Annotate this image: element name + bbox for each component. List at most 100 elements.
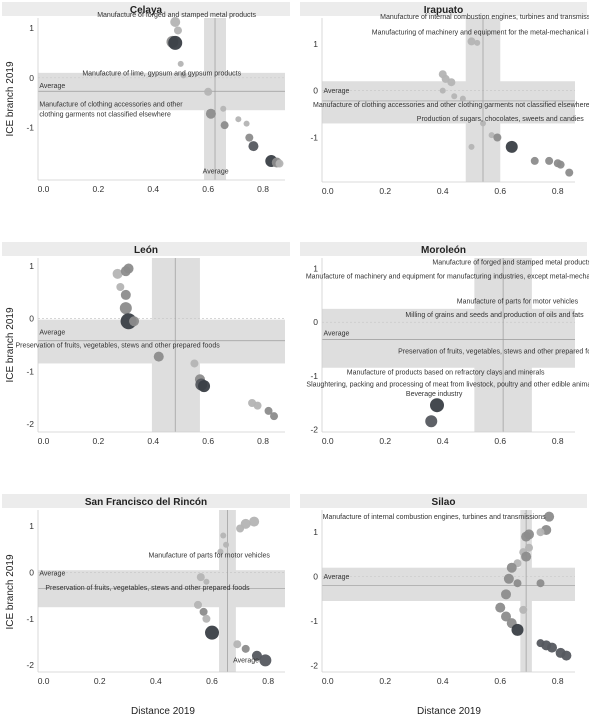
data-point	[556, 160, 565, 169]
y-tick-label: -1	[26, 366, 34, 376]
x-tick-label: 0.0	[38, 676, 50, 686]
data-point	[505, 140, 518, 153]
y-axis-title: ICE branch 2019	[5, 307, 16, 382]
data-point	[112, 268, 123, 279]
data-point	[120, 289, 131, 300]
annotation-label: Manufacture of internal combustion engin…	[323, 514, 546, 521]
data-point	[240, 518, 251, 529]
data-point	[220, 532, 227, 539]
data-point	[480, 120, 486, 127]
data-point	[196, 573, 205, 582]
data-point	[173, 26, 182, 35]
x-tick-label: 0.8	[552, 186, 564, 196]
annotation-label: Manufacture of machinery and equipment f…	[306, 273, 589, 280]
y-tick-label: 0	[29, 567, 34, 577]
y-tick-label: 0	[313, 317, 318, 327]
x-tick-label: 0.8	[257, 436, 269, 446]
y-tick-label: -1	[26, 614, 34, 624]
y-tick-label: -2	[26, 660, 34, 670]
panel-title: Moroleón	[421, 245, 466, 256]
annotation-label: Manufacture of lime, gypsum and gypsum p…	[82, 70, 241, 77]
data-point	[270, 412, 279, 421]
y-tick-label: 1	[313, 527, 318, 537]
panel-title: San Francisco del Rincón	[85, 497, 207, 508]
y-axis-title: ICE branch 2019	[5, 61, 16, 136]
y-tick-label: -2	[310, 660, 318, 670]
y-tick-label: -1	[310, 371, 318, 381]
panel-5: Silao 0.0 0.2 0.4 0.6 0.8 1 0 -1 -2 Manufacture of…	[300, 494, 587, 686]
panel-header	[300, 2, 587, 16]
horizontal-band	[322, 308, 575, 368]
x-tick-label: 0.4	[437, 436, 449, 446]
data-point	[430, 398, 444, 413]
annotation-label: Preservation of fruits, vegetables, stew…	[15, 343, 220, 350]
data-point	[203, 578, 210, 585]
vertical-band	[151, 258, 200, 432]
data-point	[547, 642, 557, 653]
panel-header	[300, 494, 587, 508]
panel-title: Silao	[432, 497, 456, 508]
horizontal-band	[322, 567, 575, 601]
y-tick-label: 1	[313, 39, 318, 49]
annotation-label: clothing garments not classified elsewhe…	[39, 112, 171, 119]
annotation-label: Manufacture of parts for motor vehicles	[457, 299, 579, 306]
data-point	[233, 640, 242, 649]
annotation-label: Average	[323, 88, 349, 95]
annotation-label: Manufacture of internal combustion engin…	[380, 14, 589, 21]
data-point	[451, 93, 458, 100]
data-point	[488, 132, 495, 139]
panel-3: Moroleón 0.0 0.2 0.4 0.6 0.8 1 0 -1 -2 Manufacture…	[300, 242, 589, 446]
panel-title: Celaya	[130, 5, 163, 16]
data-point	[565, 168, 574, 177]
data-point	[251, 650, 262, 661]
data-point	[439, 87, 446, 94]
data-point	[217, 548, 224, 555]
data-point	[525, 543, 533, 552]
y-tick-label: 0	[313, 86, 318, 96]
x-tick-label: 0.2	[379, 186, 391, 196]
data-point	[530, 156, 539, 165]
data-point	[561, 650, 572, 661]
y-tick-label: -1	[310, 132, 318, 142]
data-point	[459, 95, 466, 102]
data-point	[220, 105, 227, 112]
x-tick-label: 0.6	[494, 186, 506, 196]
x-axis-title: Distance 2019	[417, 706, 481, 717]
data-point	[205, 108, 216, 119]
annotation-label: Manufacture of clothing accessories and …	[39, 102, 183, 109]
data-point	[205, 625, 220, 640]
data-point	[513, 579, 522, 588]
annotation-label: Average	[323, 574, 349, 581]
data-point	[253, 401, 262, 410]
annotation-label: Preservation of fruits, vegetables, stew…	[398, 348, 589, 355]
panel-2: León 0.0 0.2 0.4 0.6 0.8 1 0 -1 -2 Average Preserva…	[2, 242, 290, 446]
data-point	[519, 605, 528, 614]
annotation-label: Average	[39, 329, 65, 336]
data-point	[202, 614, 211, 623]
data-point	[123, 263, 134, 274]
data-point	[545, 156, 554, 165]
annotation-label: Manufacture of parts for motor vehicles	[149, 553, 271, 560]
annotation-label: Preservation of fruits, vegetables, stew…	[45, 585, 250, 592]
annotation-label: Average	[39, 83, 65, 90]
y-tick-label: -1	[26, 123, 34, 133]
data-point	[468, 143, 475, 150]
y-tick-label: 1	[29, 521, 34, 531]
data-point	[241, 644, 250, 653]
data-point	[170, 16, 181, 27]
y-tick-label: 0	[29, 73, 34, 83]
data-point	[180, 72, 187, 79]
panel-header	[2, 242, 290, 256]
y-tick-label: -1	[310, 616, 318, 626]
data-point	[119, 302, 132, 315]
data-point	[425, 415, 438, 428]
x-tick-label: 0.2	[379, 676, 391, 686]
data-point	[235, 116, 242, 123]
x-tick-label: 0.2	[92, 184, 104, 194]
annotation-label: Average	[233, 658, 259, 665]
data-point	[243, 120, 250, 127]
y-tick-label: 1	[29, 261, 34, 271]
x-tick-label: 0.2	[92, 436, 104, 446]
x-tick-label: 0.4	[437, 676, 449, 686]
